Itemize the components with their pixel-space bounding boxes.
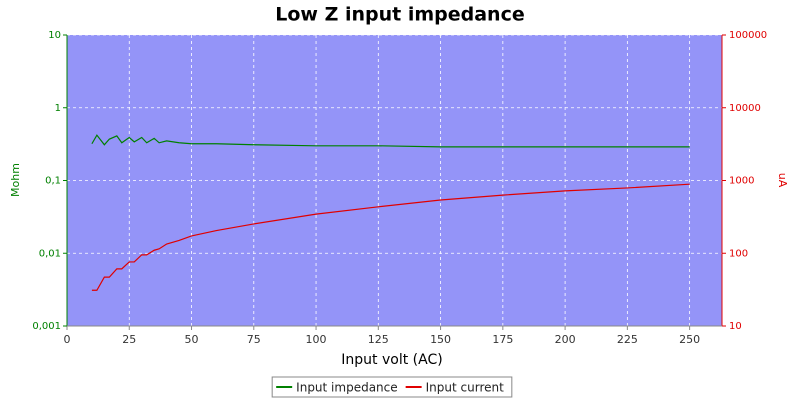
x-tick-label: 125: [368, 333, 389, 346]
y2-tick-label: 100000: [729, 30, 767, 41]
y2-tick-label: 1000: [729, 176, 754, 187]
x-tick-label: 200: [555, 333, 576, 346]
legend-label: Input current: [426, 381, 504, 395]
x-axis-label: Input volt (AC): [341, 352, 442, 368]
y2-axis-label: uA: [776, 173, 789, 188]
series-line: [91, 134, 690, 148]
y2-tick-label: 10: [729, 321, 742, 332]
x-tick-label: 75: [247, 333, 261, 346]
y-tick-label: 0,1: [45, 176, 61, 187]
y-tick-label: 0,001: [32, 321, 61, 332]
legend-label: Input impedance: [296, 381, 397, 395]
y-tick-label: 10: [48, 30, 61, 41]
y-axis-label: Mohm: [9, 163, 22, 197]
y2-tick-label: 100: [729, 248, 748, 259]
series-line: [91, 183, 690, 291]
x-tick-label: 0: [64, 333, 71, 346]
chart-title: Low Z input impedance: [275, 4, 524, 26]
x-tick-label: 150: [430, 333, 451, 346]
x-tick-label: 100: [306, 333, 327, 346]
y2-tick-label: 10000: [729, 103, 761, 114]
x-tick-label: 25: [122, 333, 136, 346]
y-tick-label: 0,01: [39, 248, 61, 259]
legend: [271, 376, 513, 398]
x-tick-label: 225: [617, 333, 638, 346]
y-tick-label: 1: [55, 103, 61, 114]
x-tick-label: 250: [679, 333, 700, 346]
x-tick-label: 50: [185, 333, 199, 346]
x-tick-label: 175: [492, 333, 513, 346]
